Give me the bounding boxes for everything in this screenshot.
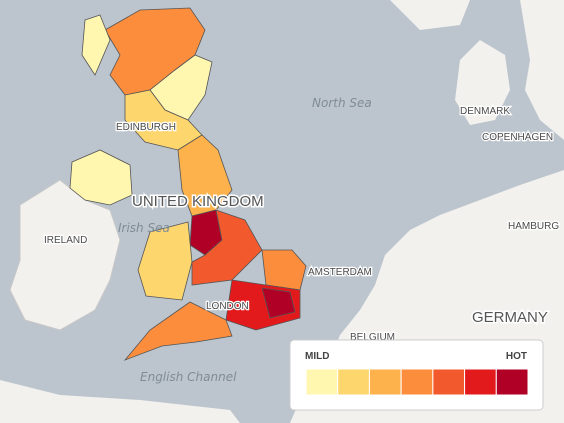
region [69, 149, 133, 206]
region [137, 221, 193, 301]
legend-min: MILD [305, 351, 329, 362]
country-label: DENMARK [460, 106, 510, 117]
city-label: COPENHAGEN [482, 132, 553, 143]
sea-label: Irish Sea [118, 221, 170, 235]
legend-max: HOT [506, 351, 527, 362]
region [261, 287, 296, 319]
legend-swatch [400, 368, 434, 396]
city-label: EDINBURGH [116, 122, 176, 133]
region [177, 134, 233, 217]
region [261, 249, 307, 291]
city-label: AMSTERDAM [308, 267, 372, 278]
land [455, 40, 510, 125]
land [0, 380, 240, 423]
sea-label: English Channel [140, 370, 237, 384]
region [191, 209, 263, 286]
region [123, 301, 233, 361]
legend-swatch [495, 368, 529, 396]
legend-swatch [368, 368, 402, 396]
region [81, 14, 111, 76]
country-label: GERMANY [472, 309, 548, 326]
country-label: UNITED KINGDOM [132, 193, 264, 210]
legend: MILD HOT [289, 339, 544, 411]
city-label: LONDON [206, 301, 249, 312]
legend-swatch [337, 368, 370, 396]
land [520, 0, 564, 140]
land [390, 0, 470, 30]
legend-swatch [432, 368, 466, 396]
legend-swatch [464, 368, 497, 396]
legend-swatch [305, 368, 339, 396]
city-label: HAMBURG [508, 221, 559, 232]
country-label: IRELAND [44, 235, 87, 246]
sea-label: North Sea [312, 96, 372, 110]
